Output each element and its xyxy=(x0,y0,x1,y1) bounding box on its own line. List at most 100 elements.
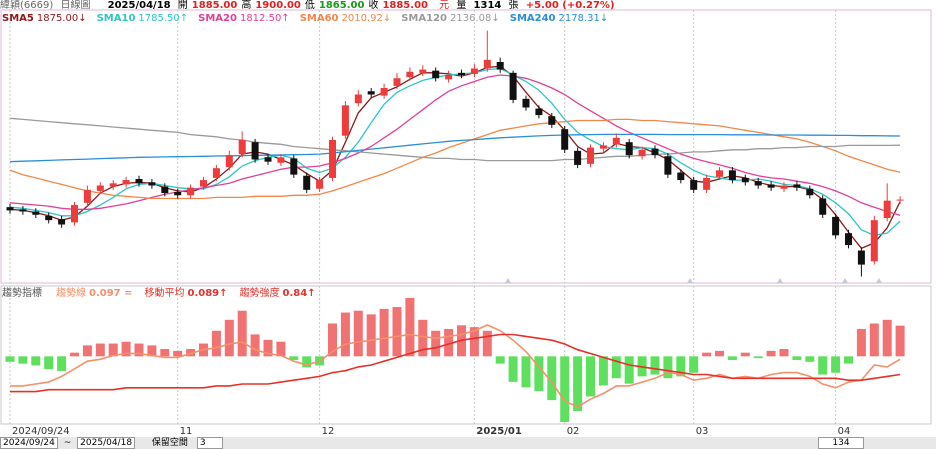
histogram-bar xyxy=(340,312,350,357)
histogram-bar xyxy=(611,356,621,379)
candle-body xyxy=(625,142,633,156)
legend-value: 1875.00↓ xyxy=(37,13,87,24)
x-tick-label: 04 xyxy=(838,426,851,437)
histogram-bar xyxy=(95,343,105,357)
histogram-bar xyxy=(328,323,337,357)
markers xyxy=(505,278,882,283)
candle-body xyxy=(445,75,453,80)
count: 134 xyxy=(818,437,864,449)
candle-body xyxy=(638,149,646,157)
legend-value: 0.097 = xyxy=(89,288,133,299)
candle-body xyxy=(741,177,749,183)
candle-body xyxy=(303,175,311,190)
panel-title: 趨勢指標 xyxy=(2,286,42,299)
marker xyxy=(876,278,882,283)
start-date[interactable]: 2024/09/24 xyxy=(0,437,58,449)
candle-body xyxy=(187,187,195,196)
candle-body xyxy=(200,180,207,187)
histogram-bar xyxy=(715,350,724,357)
candle-body xyxy=(664,156,672,175)
histogram-bar xyxy=(263,339,273,357)
legend-name: SMA120 xyxy=(401,13,447,24)
histogram-bar xyxy=(869,323,879,357)
candle-body xyxy=(883,200,891,218)
histogram-bar xyxy=(689,356,699,373)
candle-body xyxy=(238,140,246,155)
end-date[interactable]: 2025/04/18 xyxy=(77,437,136,449)
candle-body xyxy=(45,215,53,221)
legend-value: 0.089↑ xyxy=(188,288,228,299)
histogram-bar xyxy=(121,341,131,357)
quote-bar: 緯穎(6669) 日線圖 2025/04/18 開 1885.00 高 1900.00… xyxy=(0,0,619,11)
candle-body xyxy=(716,170,723,177)
candle-body xyxy=(277,157,285,163)
candle-body xyxy=(58,219,66,225)
candle-body xyxy=(832,216,840,236)
candle-body xyxy=(354,94,362,104)
histogram-bar xyxy=(57,356,67,371)
histogram-bar xyxy=(82,345,92,357)
line xyxy=(9,117,901,162)
candle-body xyxy=(341,105,349,136)
histogram-bar xyxy=(482,330,492,357)
histogram-bar xyxy=(779,349,789,357)
x-tick-label: 02 xyxy=(567,426,580,437)
candle-body xyxy=(225,155,233,168)
legend-value: 2136.08↓ xyxy=(450,13,500,24)
x-tick-label: 2024/09/24 xyxy=(12,426,70,437)
field-label: 低 xyxy=(304,0,315,11)
field-label: 高 xyxy=(241,0,252,11)
marker xyxy=(777,278,783,283)
histogram-bar xyxy=(573,356,583,412)
marker xyxy=(842,278,848,283)
histogram-bar xyxy=(418,319,428,357)
histogram-bar xyxy=(366,314,376,357)
candle-body xyxy=(780,185,788,189)
candle-body xyxy=(845,233,852,246)
candle-body xyxy=(857,250,865,265)
field-value: 1865.00 xyxy=(318,0,365,11)
field-value: 1900.00 xyxy=(255,0,301,11)
legend-name: SMA10 xyxy=(97,13,136,24)
stock-name: 緯穎(6669) xyxy=(0,0,54,11)
candle-body xyxy=(174,192,182,196)
histogram-bar xyxy=(31,356,41,366)
line xyxy=(9,67,901,236)
legend-value: 1812.50↑ xyxy=(240,13,290,24)
candle-body xyxy=(83,189,91,203)
histogram-bar xyxy=(5,356,15,362)
histogram-bar xyxy=(805,356,815,362)
x-tick-label: 11 xyxy=(180,426,193,437)
histogram-bar xyxy=(831,356,841,373)
histogram-bar xyxy=(547,356,557,401)
histogram-bar xyxy=(44,356,54,370)
candle-body xyxy=(122,180,130,185)
line xyxy=(9,133,901,163)
histogram-bar xyxy=(302,356,312,368)
histogram-bar xyxy=(108,343,118,357)
legend-name: 趨勢強度 xyxy=(240,286,280,299)
candle-body xyxy=(496,62,504,70)
candle-body xyxy=(703,177,711,190)
legend-name: 趨勢線 xyxy=(56,286,86,299)
histogram-bar xyxy=(534,356,544,391)
candle-body xyxy=(522,98,530,108)
candle-body xyxy=(483,59,491,69)
histogram-bar xyxy=(844,356,853,364)
space-input[interactable]: 3 xyxy=(196,437,223,449)
legend-name: SMA5 xyxy=(2,13,34,24)
line xyxy=(9,118,901,200)
candle-body xyxy=(470,68,478,74)
histogram-bar xyxy=(676,356,686,377)
histogram-bar xyxy=(598,356,608,386)
volume: 1314 xyxy=(473,0,502,11)
price-panel xyxy=(0,9,932,284)
candle-body xyxy=(870,220,878,262)
legend-value: 0.84↑ xyxy=(283,288,316,299)
histogram-bar xyxy=(160,349,170,357)
histogram-bar xyxy=(895,325,905,357)
histogram-bar xyxy=(624,356,634,384)
candle-body xyxy=(806,188,814,196)
histogram-bar xyxy=(392,307,402,357)
